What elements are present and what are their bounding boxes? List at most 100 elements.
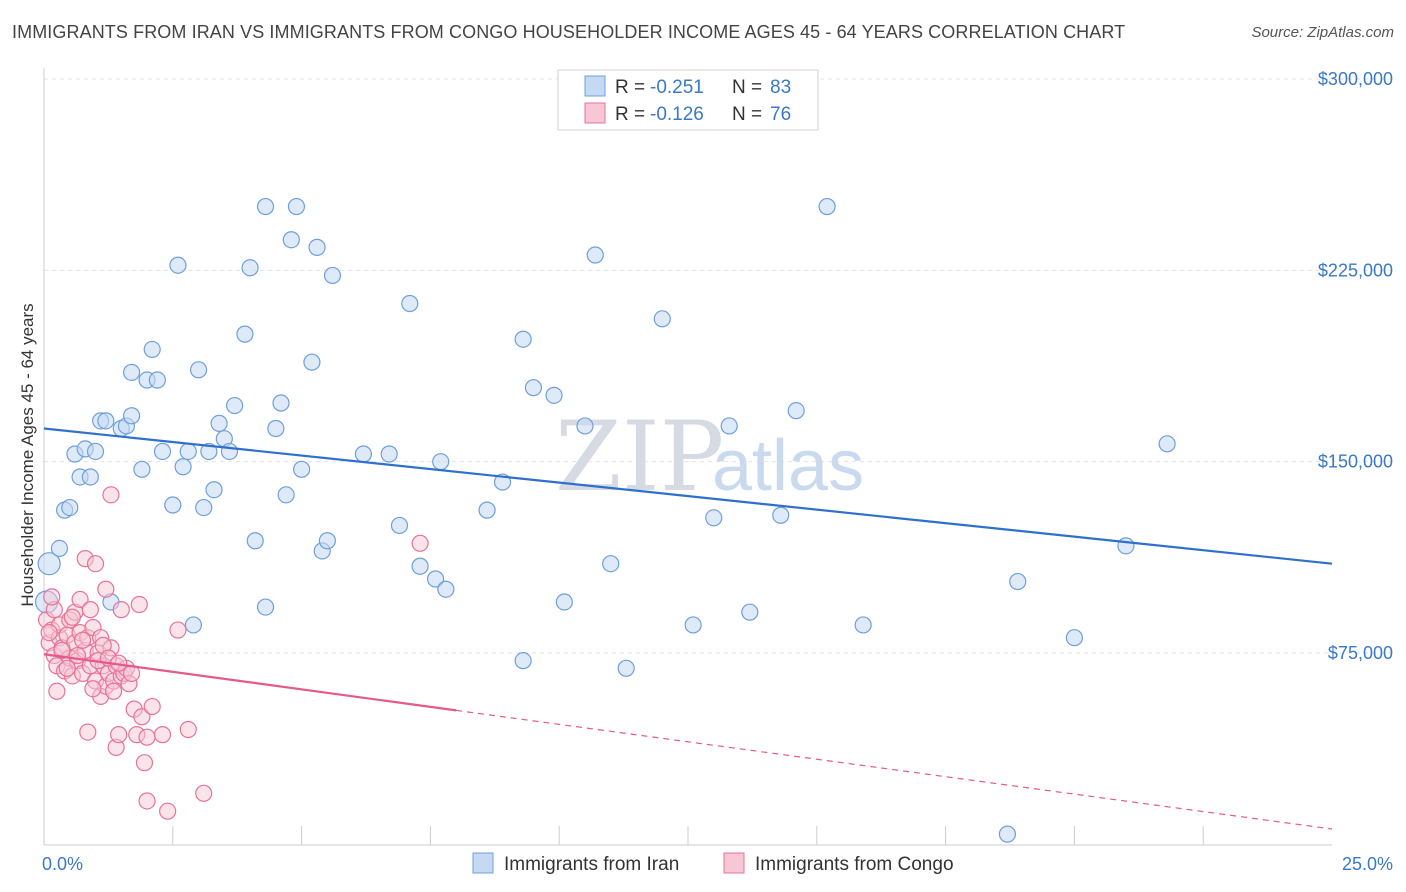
- bottom-legend-congo-label: Immigrants from Congo: [755, 854, 954, 875]
- congo-point: [102, 486, 120, 504]
- y-tick-label: $225,000: [1318, 260, 1393, 280]
- congo-point: [71, 590, 89, 609]
- iran-point: [401, 294, 419, 313]
- grid-lines: [44, 78, 1392, 654]
- iran-point: [411, 557, 429, 575]
- iran-point: [200, 442, 218, 461]
- iran-point: [210, 414, 228, 432]
- bottom-legend-congo-swatch: [723, 852, 745, 874]
- iran-point: [153, 442, 172, 461]
- congo-points: [37, 486, 429, 820]
- congo-point: [81, 601, 99, 619]
- iran-points: [34, 197, 1176, 843]
- iran-point: [308, 238, 326, 256]
- congo-point: [53, 641, 71, 660]
- legend-congo-n-value: 76: [770, 104, 791, 125]
- iran-point: [174, 458, 192, 476]
- iran-point: [380, 445, 398, 463]
- congo-point: [68, 646, 87, 665]
- iran-point: [684, 616, 702, 634]
- iran-point: [277, 486, 295, 504]
- iran-point: [323, 266, 342, 285]
- x-tick-label: 25.0%: [1342, 854, 1393, 874]
- legend-iran-swatch: [584, 75, 606, 97]
- legend-congo-r-value: -0.126: [650, 104, 704, 125]
- iran-point: [169, 256, 187, 274]
- x-tick-labels: 0.0% 25.0%: [42, 854, 1393, 874]
- y-tick-labels: $75,000 $150,000 $225,000 $300,000: [1318, 69, 1393, 663]
- watermark-atlas: atlas: [712, 426, 864, 506]
- iran-point: [220, 442, 239, 461]
- iran-point: [184, 616, 203, 634]
- congo-point: [43, 588, 61, 606]
- iran-point: [586, 246, 604, 264]
- iran-point: [524, 379, 543, 397]
- legend-box: R = -0.251 N = 83 R = -0.126 N = 76: [557, 69, 819, 131]
- iran-point: [246, 532, 264, 550]
- iran-point: [478, 501, 496, 519]
- iran-point: [998, 825, 1017, 843]
- congo-trend-extension: [456, 709, 1333, 830]
- iran-point: [282, 231, 300, 249]
- iran-point: [1117, 537, 1135, 555]
- iran-point: [437, 580, 455, 598]
- congo-point: [48, 682, 66, 700]
- congo-point: [143, 697, 161, 716]
- iran-point: [787, 402, 805, 420]
- iran-trend-line: [43, 427, 1333, 565]
- iran-point: [287, 197, 306, 216]
- iran-point: [1009, 572, 1027, 591]
- congo-point: [153, 726, 172, 744]
- iran-point: [854, 616, 872, 634]
- congo-point: [74, 631, 92, 649]
- iran-point: [555, 593, 573, 611]
- iran-point: [514, 330, 532, 348]
- iran-point: [432, 453, 450, 471]
- iran-point: [741, 603, 759, 621]
- iran-point: [293, 460, 311, 478]
- congo-point: [179, 720, 197, 739]
- iran-point: [720, 417, 738, 435]
- iran-point: [1158, 435, 1176, 453]
- legend-congo-n-label: N =: [732, 104, 762, 125]
- iran-point: [179, 442, 197, 461]
- congo-point: [411, 534, 429, 552]
- iran-point: [256, 197, 275, 216]
- y-axis-label: Householder Income Ages 45 - 64 years: [18, 303, 37, 606]
- iran-point: [61, 498, 79, 517]
- legend-iran-n-label: N =: [732, 77, 762, 98]
- iran-point: [241, 259, 259, 277]
- iran-point: [426, 570, 445, 588]
- x-tick-label: 0.0%: [42, 854, 83, 874]
- congo-point: [104, 682, 123, 700]
- bottom-legend: Immigrants from Iran Immigrants from Con…: [472, 852, 954, 875]
- congo-point: [86, 555, 105, 573]
- congo-point: [84, 680, 102, 698]
- iran-point: [236, 325, 254, 343]
- axes: [43, 68, 1332, 846]
- congo-point: [138, 728, 156, 746]
- iran-point: [705, 509, 723, 527]
- legend-congo-r-label: R =: [615, 104, 645, 125]
- y-tick-label: $300,000: [1318, 69, 1393, 89]
- legend-congo-swatch: [584, 102, 606, 124]
- legend-iran-n-value: 83: [770, 77, 791, 98]
- iran-point: [354, 445, 373, 463]
- congo-point: [97, 580, 115, 598]
- iran-point: [576, 417, 594, 435]
- congo-point: [79, 723, 97, 741]
- iran-point: [514, 652, 532, 670]
- congo-point: [135, 754, 154, 772]
- y-tick-label: $75,000: [1328, 643, 1393, 663]
- iran-point: [195, 498, 213, 517]
- watermark: ZIP atlas: [555, 401, 864, 513]
- iran-point: [256, 598, 275, 616]
- iran-point: [226, 396, 244, 415]
- iran-point: [653, 310, 671, 328]
- chart-title: IMMIGRANTS FROM IRAN VS IMMIGRANTS FROM …: [12, 22, 1126, 42]
- congo-point: [40, 623, 58, 642]
- iran-point: [189, 361, 208, 379]
- legend-iran-r-label: R =: [615, 77, 645, 98]
- trend-lines: [43, 427, 1333, 830]
- iran-point: [205, 481, 223, 499]
